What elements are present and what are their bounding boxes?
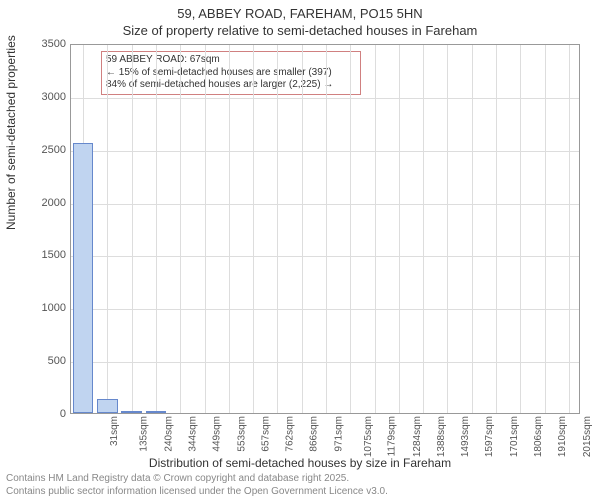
gridline-v <box>229 45 230 413</box>
xtick-label: 449sqm <box>212 416 223 452</box>
gridline-h <box>71 309 579 310</box>
gridline-h <box>71 98 579 99</box>
chart-subtitle: Size of property relative to semi-detach… <box>0 23 600 38</box>
ytick-label: 0 <box>26 408 66 420</box>
y-axis-label: Number of semi-detached properties <box>4 35 18 230</box>
ytick-label: 2000 <box>26 197 66 209</box>
annotation-line: 84% of semi-detached houses are larger (… <box>106 79 356 92</box>
xtick-label: 1179sqm <box>387 416 398 456</box>
bar <box>146 411 167 413</box>
xtick-label: 344sqm <box>188 416 199 452</box>
xtick-label: 657sqm <box>260 416 271 452</box>
xtick-label: 2015sqm <box>582 416 593 457</box>
gridline-h <box>71 256 579 257</box>
gridline-v <box>423 45 424 413</box>
xtick-label: 1806sqm <box>533 416 544 457</box>
gridline-v <box>180 45 181 413</box>
gridline-v <box>350 45 351 413</box>
xtick-label: 1597sqm <box>485 416 496 457</box>
ytick-label: 1000 <box>26 302 66 314</box>
ytick-label: 2500 <box>26 144 66 156</box>
xtick-label: 553sqm <box>236 416 247 452</box>
gridline-v <box>520 45 521 413</box>
bar <box>121 411 142 413</box>
xtick-label: 1075sqm <box>363 416 374 457</box>
gridline-v <box>545 45 546 413</box>
gridline-v <box>472 45 473 413</box>
gridline-v <box>375 45 376 413</box>
footer-line: Contains public sector information licen… <box>6 486 388 499</box>
xtick-label: 866sqm <box>309 416 320 452</box>
xtick-label: 1910sqm <box>557 416 568 457</box>
chart-container: 59, ABBEY ROAD, FAREHAM, PO15 5HN Size o… <box>0 0 600 500</box>
gridline-h <box>71 151 579 152</box>
ytick-label: 3500 <box>26 38 66 50</box>
xtick-label: 240sqm <box>163 416 174 452</box>
chart-title: 59, ABBEY ROAD, FAREHAM, PO15 5HN <box>0 0 600 23</box>
xtick-label: 135sqm <box>139 416 150 452</box>
gridline-v <box>399 45 400 413</box>
gridline-v <box>205 45 206 413</box>
gridline-v <box>302 45 303 413</box>
gridline-v <box>253 45 254 413</box>
xtick-label: 31sqm <box>109 416 120 446</box>
gridline-v <box>496 45 497 413</box>
footer-attribution: Contains HM Land Registry data © Crown c… <box>6 473 388 498</box>
bar <box>73 143 94 413</box>
xtick-label: 971sqm <box>333 416 344 452</box>
annotation-line: ← 15% of semi-detached houses are smalle… <box>106 67 356 80</box>
ytick-label: 3000 <box>26 91 66 103</box>
plot-area: 59 ABBEY ROAD: 67sqm ← 15% of semi-detac… <box>70 44 580 414</box>
xtick-label: 1701sqm <box>509 416 520 457</box>
x-axis-label: Distribution of semi-detached houses by … <box>0 456 600 470</box>
xtick-label: 1493sqm <box>460 416 471 457</box>
annotation-line: 59 ABBEY ROAD: 67sqm <box>106 54 356 67</box>
ytick-label: 1500 <box>26 249 66 261</box>
bar <box>97 399 118 413</box>
footer-line: Contains HM Land Registry data © Crown c… <box>6 473 388 486</box>
xtick-label: 762sqm <box>285 416 296 452</box>
ytick-label: 500 <box>26 355 66 367</box>
gridline-h <box>71 204 579 205</box>
gridline-v <box>326 45 327 413</box>
gridline-v <box>156 45 157 413</box>
annotation-box: 59 ABBEY ROAD: 67sqm ← 15% of semi-detac… <box>101 51 361 95</box>
xtick-label: 1284sqm <box>412 416 423 457</box>
xtick-label: 1388sqm <box>436 416 447 457</box>
gridline-v <box>569 45 570 413</box>
gridline-h <box>71 362 579 363</box>
gridline-v <box>277 45 278 413</box>
gridline-v <box>132 45 133 413</box>
gridline-v <box>447 45 448 413</box>
gridline-v <box>107 45 108 413</box>
